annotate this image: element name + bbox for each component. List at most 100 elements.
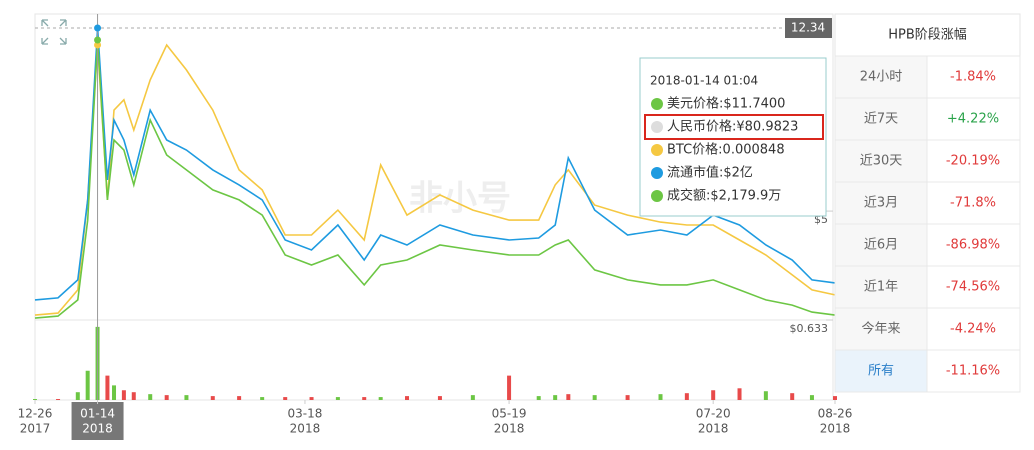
volume-bar	[790, 393, 795, 400]
x-tick-label: 2018	[698, 422, 729, 436]
hover-dot	[94, 24, 102, 32]
volume-bar	[260, 397, 265, 400]
tooltip-item: BTC价格:0.000848	[667, 142, 785, 158]
period-cell[interactable]	[834, 349, 928, 393]
tooltip-date: 2018-01-14 01:04	[650, 74, 758, 88]
volume-bar	[378, 397, 383, 400]
x-tick-label: 2017	[20, 422, 51, 436]
change-value: -86.98%	[946, 238, 1000, 253]
period-label: 所有	[868, 364, 894, 379]
tooltip-dot	[651, 167, 663, 179]
watermark: 非小号	[409, 179, 511, 219]
volume-bar	[684, 393, 689, 400]
volume-bar	[309, 397, 314, 400]
volume-bar	[507, 375, 512, 400]
period-label: 近30天	[860, 154, 903, 169]
tooltip-dot	[651, 144, 663, 156]
crosshair-value-box	[785, 18, 832, 38]
tooltip-item: 成交额:$2,179.9万	[667, 188, 781, 204]
tooltip: 2018-01-14 01:04 美元价格:$11.7400 人民币价格:¥80.9…	[639, 57, 827, 217]
volume-bar	[658, 394, 663, 400]
volume-bar	[237, 396, 242, 400]
volume-bar	[121, 390, 126, 400]
x-tick-label: 2018	[290, 422, 321, 436]
volume-bar	[131, 392, 136, 400]
hover-dot	[94, 36, 102, 44]
change-value: -1.84%	[950, 70, 996, 85]
y-tick-label: $0.633	[790, 322, 829, 335]
volume-bar	[553, 395, 558, 400]
expand-icon[interactable]	[41, 19, 67, 45]
change-value: -20.19%	[946, 154, 1000, 169]
price-line	[34, 27, 836, 301]
volume-bar	[283, 397, 288, 400]
period-cell[interactable]	[834, 265, 928, 309]
x-tick-label: 12-26	[18, 407, 53, 421]
volume-bar	[33, 399, 37, 400]
price-line	[34, 43, 836, 316]
volume-bar	[405, 396, 410, 400]
x-tick-label: 2018	[82, 422, 113, 436]
volume-bar	[148, 394, 153, 400]
tooltip-highlight	[644, 114, 824, 140]
volume-bar	[184, 395, 189, 400]
volume-bar	[56, 399, 61, 400]
volume-bar	[711, 390, 716, 400]
tooltip-dot	[651, 121, 663, 133]
period-cell[interactable]	[834, 223, 928, 267]
volume-bar	[566, 394, 571, 400]
period-label: 近7天	[864, 112, 898, 127]
volume-bar	[833, 396, 837, 400]
tooltip-dot	[651, 98, 663, 110]
tooltip-item: 人民币价格:¥80.9823	[667, 119, 798, 135]
volume-bar	[85, 370, 90, 400]
period-cell[interactable]	[834, 139, 928, 183]
volume-bar	[625, 395, 630, 400]
tooltip-dot	[651, 190, 663, 202]
volume-bar	[470, 395, 475, 400]
x-tick-label: 2018	[494, 422, 525, 436]
tooltip-box	[639, 57, 827, 217]
change-value: -4.24%	[950, 322, 996, 337]
tooltip-item: 流通市值:$2亿	[667, 165, 753, 181]
volume-bar	[164, 395, 169, 400]
volume-bar	[210, 396, 215, 400]
volume-bar	[809, 395, 814, 400]
x-tick-label: 01-14	[80, 407, 115, 421]
period-cell[interactable]	[834, 97, 928, 141]
x-tick-label: 03-18	[288, 407, 323, 421]
period-cell[interactable]	[834, 181, 928, 225]
volume-bar	[335, 397, 340, 400]
period-label: 24小时	[860, 70, 903, 85]
volume-bar	[75, 392, 80, 400]
crosshair-value: 12.34	[791, 21, 825, 35]
period-cell[interactable]	[834, 55, 928, 99]
change-value: -74.56%	[946, 280, 1000, 295]
volume-bar	[437, 396, 442, 400]
change-value: +4.22%	[947, 112, 999, 127]
table-title: HPB阶段涨幅	[888, 28, 967, 43]
hover-dot	[94, 41, 102, 49]
price-line	[34, 39, 836, 319]
change-value: -71.8%	[950, 196, 996, 211]
period-label: 今年来	[861, 321, 900, 337]
period-label: 近3月	[864, 196, 898, 211]
volume-bar	[536, 396, 541, 400]
period-label: 近6月	[864, 238, 898, 253]
volume-bar	[592, 395, 597, 400]
volume-bar	[737, 388, 742, 400]
volume-bar	[112, 385, 117, 400]
x-tick-label: 07-20	[696, 407, 731, 421]
volume-bar	[105, 375, 110, 400]
volume-bar	[362, 397, 367, 400]
period-cell[interactable]	[834, 307, 928, 351]
x-tick-label: 2018	[820, 422, 851, 436]
change-value: -11.16%	[946, 364, 1000, 379]
x-tick-label: 05-19	[492, 407, 527, 421]
volume-bar	[763, 391, 768, 400]
tooltip-item: 美元价格:$11.7400	[667, 96, 785, 112]
period-label: 近1年	[864, 280, 898, 295]
x-tick-highlight	[71, 402, 124, 440]
x-tick-label: 08-26	[818, 407, 853, 421]
